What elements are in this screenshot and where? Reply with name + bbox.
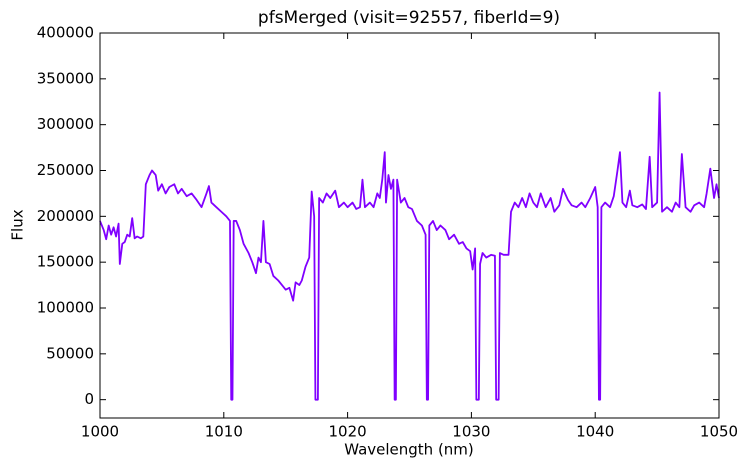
y-tick-label: 150000: [37, 253, 94, 271]
y-tick-label: 0: [84, 390, 94, 408]
y-tick-label: 100000: [37, 299, 94, 317]
y-tick-label: 350000: [37, 69, 94, 87]
y-tick-label: 400000: [37, 24, 94, 42]
data-line: [99, 91, 720, 401]
x-axis-label: Wavelength (nm): [344, 441, 474, 459]
x-tick-label: 1020: [329, 423, 367, 441]
y-axis-label: Flux: [9, 209, 27, 240]
y-tick-label: 250000: [37, 161, 94, 179]
x-tick-label: 1000: [81, 423, 119, 441]
x-tick-label: 1010: [205, 423, 243, 441]
x-tick-label: 1030: [452, 423, 490, 441]
y-tick-label: 200000: [37, 207, 94, 225]
x-tick-label: 1050: [700, 423, 738, 441]
y-tick-label: 300000: [37, 115, 94, 133]
y-tick-label: 50000: [46, 344, 94, 362]
x-tick-label: 1040: [576, 423, 614, 441]
chart-title: pfsMerged (visit=92557, fiberId=9): [258, 8, 560, 28]
plot-frame: [99, 32, 720, 419]
